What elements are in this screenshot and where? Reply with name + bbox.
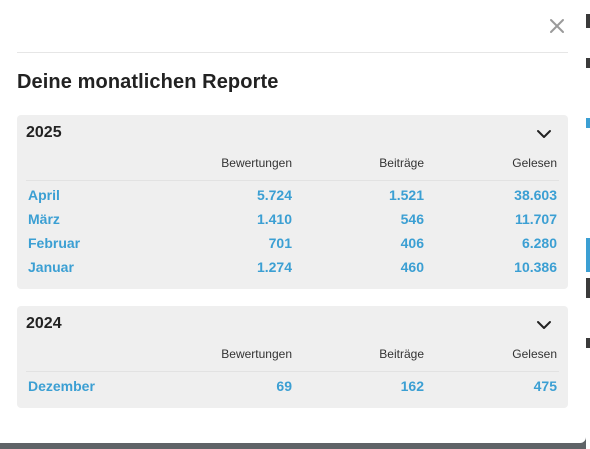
- gelesen-value[interactable]: 6.280: [521, 235, 557, 251]
- background-text-fragment: [586, 58, 590, 68]
- table-row: April 5.724 1.521 38.603: [17, 183, 568, 207]
- beitraege-value[interactable]: 1.521: [388, 187, 424, 203]
- year-section-2024: 2024 Bewertungen Beiträge Gelesen Dezemb…: [17, 306, 568, 408]
- background-link-fragment: [586, 118, 590, 128]
- month-link[interactable]: Dezember: [28, 378, 95, 394]
- table-row: März 1.410 546 11.707: [17, 207, 568, 231]
- monthly-reports-modal: Deine monatlichen Reporte 2025 Bewertung…: [0, 0, 586, 443]
- column-header-beitraege: Beiträge: [379, 347, 424, 361]
- background-image-fragment: [586, 278, 590, 298]
- background-text-fragment: [586, 14, 590, 28]
- bewertungen-value[interactable]: 701: [268, 235, 292, 251]
- bewertungen-value[interactable]: 5.724: [256, 187, 292, 203]
- column-header-bewertungen: Bewertungen: [221, 156, 292, 170]
- column-header-bewertungen: Bewertungen: [221, 347, 292, 361]
- month-link[interactable]: März: [28, 211, 60, 227]
- chevron-down-icon[interactable]: [534, 315, 554, 335]
- gelesen-value[interactable]: 475: [533, 378, 557, 394]
- modal-title: Deine monatlichen Reporte: [17, 71, 279, 93]
- column-header-gelesen: Gelesen: [512, 156, 557, 170]
- month-link[interactable]: Februar: [28, 235, 81, 251]
- background-page-edge: [586, 0, 590, 449]
- year-label: 2025: [26, 124, 62, 141]
- background-text-fragment: [586, 338, 590, 348]
- header-divider: [17, 52, 568, 53]
- year-section-2025: 2025 Bewertungen Beiträge Gelesen April …: [17, 115, 568, 289]
- year-label: 2024: [26, 315, 62, 332]
- bewertungen-value[interactable]: 1.410: [256, 211, 292, 227]
- beitraege-value[interactable]: 406: [400, 235, 424, 251]
- chevron-down-icon[interactable]: [534, 124, 554, 144]
- month-link[interactable]: Januar: [28, 259, 74, 275]
- beitraege-value[interactable]: 546: [400, 211, 424, 227]
- bewertungen-value[interactable]: 1.274: [256, 259, 292, 275]
- gelesen-value[interactable]: 38.603: [514, 187, 557, 203]
- close-icon-glyph: [550, 19, 564, 33]
- column-header-gelesen: Gelesen: [512, 347, 557, 361]
- month-link[interactable]: April: [28, 187, 60, 203]
- beitraege-value[interactable]: 460: [400, 259, 424, 275]
- table-row: Januar 1.274 460 10.386: [17, 255, 568, 279]
- table-row: Februar 701 406 6.280: [17, 231, 568, 255]
- gelesen-value[interactable]: 11.707: [514, 211, 557, 227]
- table-row: Dezember 69 162 475: [17, 374, 568, 398]
- background-image-fragment: [586, 238, 590, 272]
- header-rule: [26, 371, 559, 372]
- column-header-beitraege: Beiträge: [379, 156, 424, 170]
- header-rule: [26, 180, 559, 181]
- gelesen-value[interactable]: 10.386: [514, 259, 557, 275]
- bewertungen-value[interactable]: 69: [276, 378, 292, 394]
- close-icon[interactable]: [546, 15, 568, 37]
- beitraege-value[interactable]: 162: [400, 378, 424, 394]
